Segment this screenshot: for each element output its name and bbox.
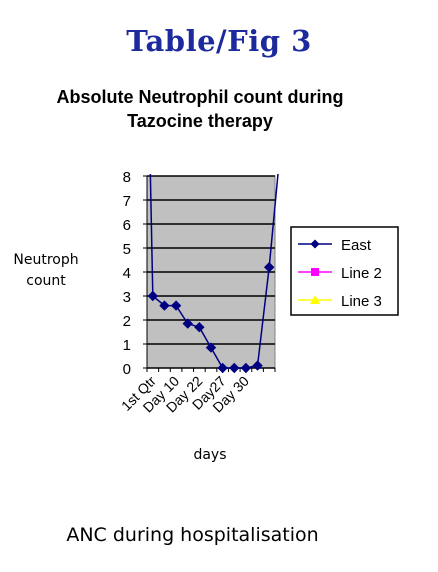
y-tick-label: 6 <box>123 217 131 234</box>
chart-title-line-1: Absolute Neutrophil count during <box>56 87 344 107</box>
data-point-east <box>263 261 275 273</box>
y-tick-label: 0 <box>123 361 131 378</box>
figure-title: Table/Fig 3 <box>126 24 312 58</box>
y-tick-label: 2 <box>123 313 131 330</box>
y-tick-label: 3 <box>123 289 131 306</box>
data-point-east <box>240 362 252 374</box>
y-tick-label: 1 <box>123 337 131 354</box>
figure-caption: ANC during hospitalisation <box>66 524 319 546</box>
data-point-east <box>170 300 182 311</box>
y-tick-label: 5 <box>123 241 131 258</box>
data-point-east <box>205 342 217 353</box>
legend-marker-diamond <box>310 239 320 249</box>
chart-title-line-2: Tazocine therapy <box>127 111 273 131</box>
y-tick-label: 4 <box>123 265 131 282</box>
data-point-east <box>147 290 159 302</box>
data-point-east <box>159 300 170 311</box>
legend-label: East <box>341 237 372 254</box>
y-tick-label: 8 <box>123 169 131 186</box>
data-point-east <box>217 362 228 374</box>
chart-title: Absolute Neutrophil count during Tazocin… <box>0 85 400 133</box>
data-point-east <box>229 362 240 374</box>
x-axis-label: days <box>193 447 227 463</box>
y-tick-label: 7 <box>123 193 131 210</box>
y-axis-label-line-2: count <box>26 273 66 289</box>
legend-label: Line 3 <box>341 293 382 310</box>
legend-marker-square <box>311 268 319 276</box>
data-point-east <box>252 360 263 371</box>
legend-label: Line 2 <box>341 265 382 282</box>
data-point-east <box>182 318 193 329</box>
legend-marker-triangle <box>310 295 320 304</box>
y-axis-label-line-1: Neutroph <box>13 252 79 268</box>
y-axis-label: Neutroph count <box>4 250 88 292</box>
data-point-east <box>194 321 205 333</box>
